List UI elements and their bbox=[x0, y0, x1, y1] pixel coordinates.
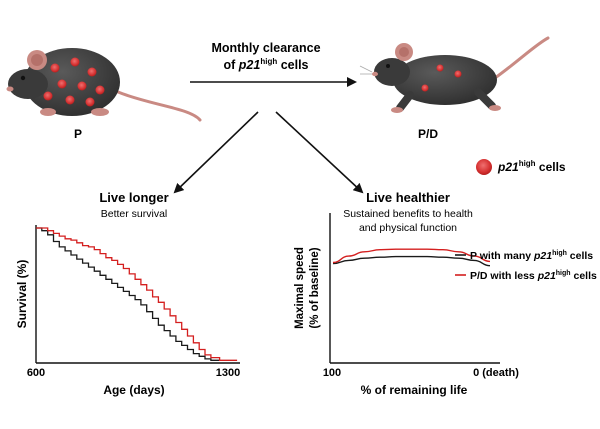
p21-cell-legend-label: p21high cells bbox=[497, 159, 566, 174]
speed-x-tick-end: 0 (death) bbox=[473, 367, 519, 379]
clearance-label-line1: Monthly clearance bbox=[211, 41, 320, 55]
speed-x-tick-start: 100 bbox=[323, 367, 341, 379]
mouse-pd-cells bbox=[421, 64, 462, 92]
speed-y-axis-label-line2: (% of baseline) bbox=[309, 247, 321, 328]
arrow-to-live-healthier bbox=[275, 111, 364, 194]
mouse-pd-body bbox=[393, 55, 497, 105]
speed-line-pd bbox=[332, 248, 491, 264]
mouse-p-eye bbox=[20, 75, 26, 81]
live-longer-subtitle: Better survival bbox=[101, 208, 168, 220]
survival-x-tick-end: 1300 bbox=[216, 367, 240, 379]
live-longer-title: Live longer bbox=[99, 190, 168, 205]
speed-line-p bbox=[332, 255, 491, 267]
clearance-label-line2: of p21high cells bbox=[224, 57, 309, 72]
live-healthier-subtitle-line2: and physical function bbox=[359, 222, 457, 234]
mouse-pd-nose bbox=[372, 71, 378, 77]
survival-x-axis-label: Age (days) bbox=[103, 383, 164, 397]
speed-legend-label-p: P with many p21high cells bbox=[470, 250, 593, 262]
arrow-to-live-longer bbox=[173, 111, 259, 194]
mouse-pd-tail bbox=[493, 36, 550, 80]
survival-y-axis-label: Survival (%) bbox=[15, 260, 29, 329]
mouse-p-label: P bbox=[74, 127, 82, 141]
mouse-p-illustration bbox=[6, 48, 202, 122]
live-healthier-subtitle-line1: Sustained benefits to health bbox=[343, 208, 473, 220]
mouse-p-cells bbox=[43, 57, 105, 107]
mouse-pd-eye bbox=[386, 64, 390, 68]
speed-legend-label-pd: P/D with less p21high cells bbox=[470, 270, 597, 282]
mouse-pd-label: P/D bbox=[418, 127, 438, 141]
mouse-p-nose bbox=[6, 86, 14, 92]
speed-x-axis-label: % of remaining life bbox=[361, 383, 468, 397]
survival-x-tick-start: 600 bbox=[27, 367, 45, 379]
p21-cell-legend-icon bbox=[476, 159, 492, 175]
survival-line-p bbox=[36, 227, 220, 361]
mouse-pd-illustration bbox=[359, 36, 550, 113]
survival-line-pd bbox=[36, 227, 238, 361]
speed-y-axis-label-line1: Maximal speed bbox=[294, 247, 306, 329]
mouse-p-tail bbox=[116, 90, 202, 122]
mouse-pd-head bbox=[374, 58, 410, 86]
speed-chart: 100 0 (death) % of remaining life Maxima… bbox=[294, 213, 597, 397]
mouse-p-head bbox=[8, 69, 48, 99]
live-healthier-title: Live healthier bbox=[366, 190, 450, 205]
survival-chart: 600 1300 Age (days) Survival (%) bbox=[15, 225, 240, 397]
